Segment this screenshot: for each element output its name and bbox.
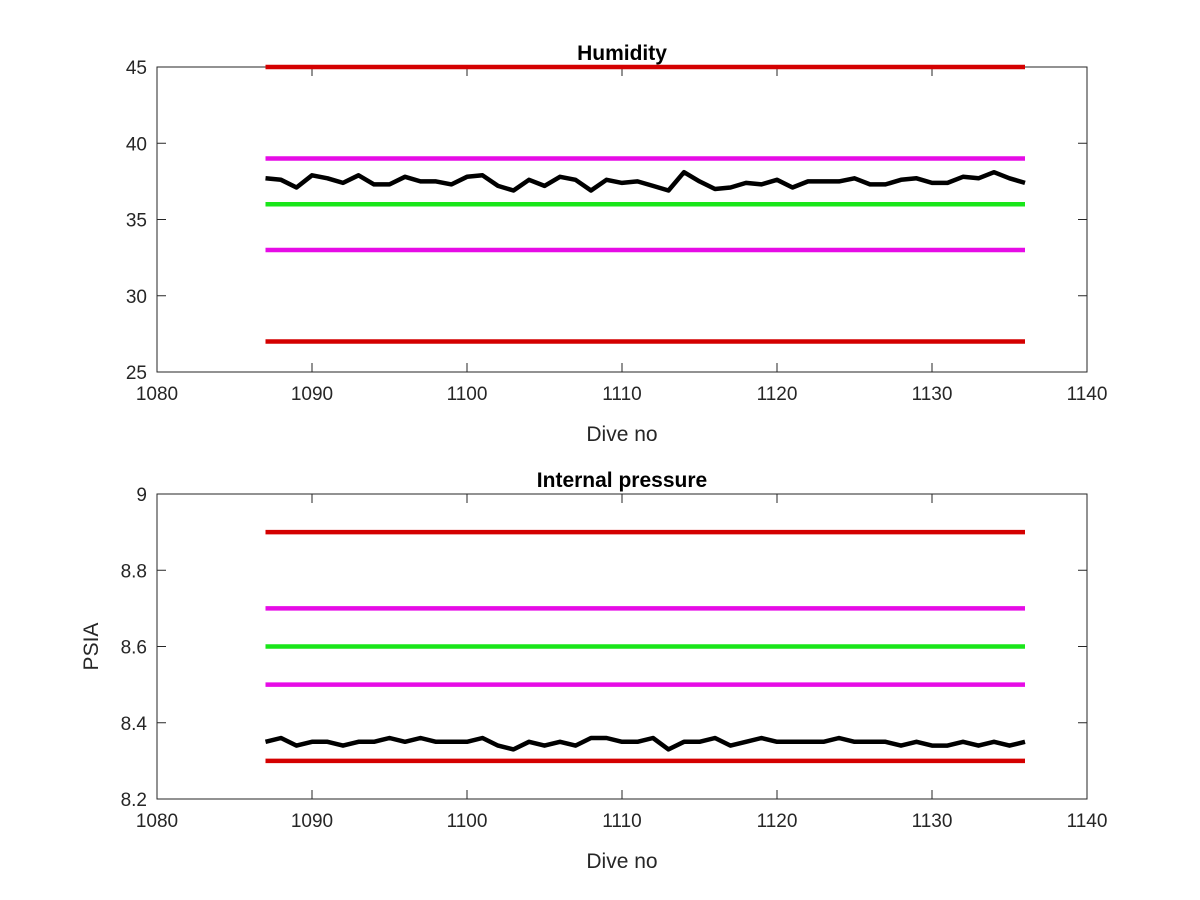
data-series-line — [264, 735, 1026, 752]
x-tick-label: 1120 — [757, 811, 798, 832]
x-tick-label: 1090 — [291, 384, 333, 405]
axes-box — [156, 66, 1088, 373]
subplot-2: 1080 1090 1100 1110 1120 1130 1140 8.2 8.4 8.6 8.8… — [80, 469, 1107, 873]
x-tick-label: 1100 — [447, 384, 488, 405]
y-axis-label: PSIA — [80, 623, 103, 671]
x-tick-label: 1130 — [912, 811, 953, 832]
x-tick-label: 1080 — [136, 811, 178, 832]
subplot-1: 1080 1090 1100 1110 1120 1130 1140 25 30 35 40 45 Hu… — [126, 42, 1108, 446]
x-tick-label: 1110 — [602, 811, 641, 832]
y-tick-label: 8.8 — [121, 561, 147, 582]
y-tick-label: 35 — [126, 211, 147, 232]
y-tick-label: 9 — [136, 485, 147, 506]
x-axis-label: Dive no — [586, 850, 657, 873]
y-tick-label: 40 — [126, 134, 147, 155]
chart-title: Humidity — [577, 42, 667, 65]
y-tick-label: 45 — [126, 58, 147, 79]
x-tick-label: 1130 — [912, 384, 953, 405]
chart-title: Internal pressure — [537, 469, 707, 492]
x-axis-label: Dive no — [586, 423, 657, 446]
x-tick-label: 1090 — [291, 811, 333, 832]
data-series-line — [265, 169, 1026, 193]
x-tick-label: 1120 — [757, 384, 798, 405]
y-tick-label: 25 — [126, 363, 147, 384]
x-tick-label: 1110 — [602, 384, 641, 405]
x-tick-label: 1100 — [447, 811, 488, 832]
x-tick-label: 1140 — [1067, 811, 1108, 832]
x-tick-label: 1080 — [136, 384, 178, 405]
y-tick-label: 8.6 — [121, 638, 147, 659]
y-tick-label: 8.2 — [121, 790, 147, 811]
y-tick-label: 30 — [126, 287, 147, 308]
x-tick-label: 1140 — [1067, 384, 1108, 405]
y-tick-label: 8.4 — [121, 714, 148, 735]
